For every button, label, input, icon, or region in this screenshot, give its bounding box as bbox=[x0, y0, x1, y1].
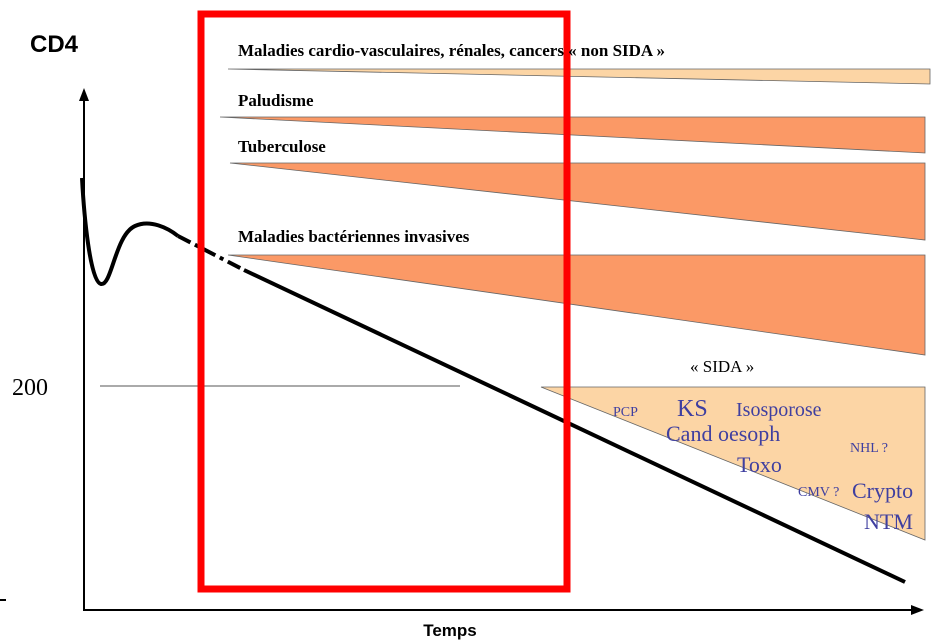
band-malaria-wedge bbox=[219, 116, 926, 154]
oi-crypto: Crypto bbox=[852, 478, 913, 503]
band-label-tb: Tuberculose bbox=[238, 137, 326, 156]
band-label-non-aids: Maladies cardio-vasculaires, rénales, ca… bbox=[238, 41, 665, 60]
sida-wedge bbox=[540, 386, 926, 541]
y-axis-arrow bbox=[79, 88, 89, 101]
oi-cmv: CMV ? bbox=[798, 485, 839, 500]
oi-ntm: NTM bbox=[864, 509, 913, 534]
band-tb-wedge bbox=[229, 162, 926, 241]
cd4-decline-line bbox=[243, 268, 906, 584]
x-axis-arrow bbox=[911, 605, 924, 615]
highlight-window bbox=[197, 10, 571, 593]
band-label-bacterial: Maladies bactériennes invasives bbox=[238, 227, 470, 246]
oi-isosporose: Isosporose bbox=[736, 399, 822, 421]
cd4-curve-solid bbox=[80, 177, 180, 286]
y-axis-label: CD4 bbox=[30, 31, 79, 58]
band-non-aids-wedge bbox=[227, 68, 931, 85]
oi-ks: KS bbox=[677, 396, 708, 422]
oi-pcp: PCP bbox=[613, 405, 638, 420]
sida-label: « SIDA » bbox=[690, 357, 754, 376]
oi-toxo: Toxo bbox=[737, 452, 782, 477]
oi-cand-oesoph: Cand oesoph bbox=[666, 421, 780, 446]
threshold-label: 200 bbox=[12, 375, 48, 401]
x-axis-label: Temps bbox=[423, 621, 477, 640]
band-bacterial-wedge bbox=[227, 254, 926, 356]
oi-nhl: NHL ? bbox=[850, 441, 888, 456]
band-label-malaria: Paludisme bbox=[238, 91, 314, 110]
cd4-curve-dashed bbox=[177, 234, 245, 272]
